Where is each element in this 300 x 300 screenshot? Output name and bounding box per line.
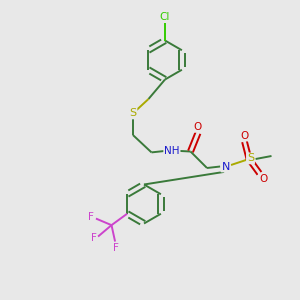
Text: N: N — [221, 161, 230, 172]
Text: S: S — [247, 153, 254, 164]
Text: Cl: Cl — [160, 12, 170, 22]
Text: S: S — [129, 108, 137, 118]
Text: O: O — [194, 122, 202, 132]
Text: O: O — [240, 130, 249, 141]
Text: NH: NH — [164, 146, 180, 156]
Text: F: F — [113, 243, 119, 253]
Text: O: O — [259, 174, 267, 184]
Text: F: F — [91, 233, 97, 243]
Text: F: F — [88, 212, 94, 222]
